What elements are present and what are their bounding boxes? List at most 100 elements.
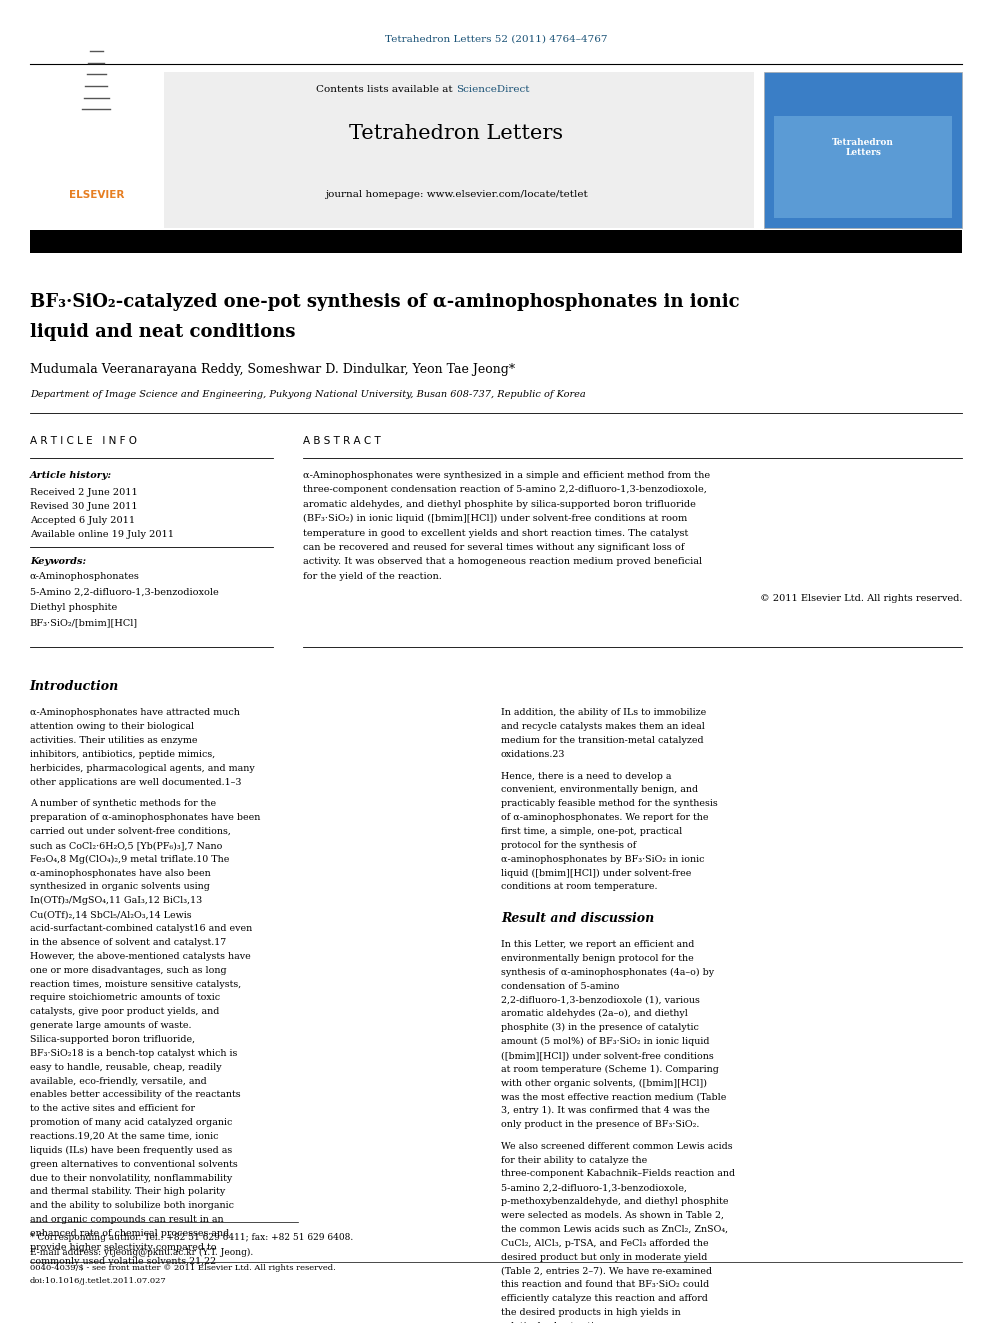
Text: Tetrahedron Letters 52 (2011) 4764–4767: Tetrahedron Letters 52 (2011) 4764–4767 — [385, 34, 607, 44]
Text: 5-Amino 2,2-difluoro-1,3-benzodioxole: 5-Amino 2,2-difluoro-1,3-benzodioxole — [30, 587, 218, 597]
Text: 5-amino 2,2-difluoro-1,3-benzodioxole,: 5-amino 2,2-difluoro-1,3-benzodioxole, — [501, 1183, 686, 1192]
Text: environmentally benign protocol for the: environmentally benign protocol for the — [501, 954, 693, 963]
Text: Department of Image Science and Engineering, Pukyong National University, Busan : Department of Image Science and Engineer… — [30, 390, 585, 400]
Text: (Table 2, entries 2–7). We have re-examined: (Table 2, entries 2–7). We have re-exami… — [501, 1266, 712, 1275]
Text: was the most effective reaction medium (Table: was the most effective reaction medium (… — [501, 1093, 726, 1102]
Text: three-component condensation reaction of 5-amino 2,2-difluoro-1,3-benzodioxole,: three-component condensation reaction of… — [303, 486, 706, 495]
Text: * Corresponding author. Tel.: +82 51 629 6411; fax: +82 51 629 6408.: * Corresponding author. Tel.: +82 51 629… — [30, 1233, 353, 1242]
Text: temperature in good to excellent yields and short reaction times. The catalyst: temperature in good to excellent yields … — [303, 528, 687, 537]
Text: Revised 30 June 2011: Revised 30 June 2011 — [30, 501, 137, 511]
Text: inhibitors, antibiotics, peptide mimics,: inhibitors, antibiotics, peptide mimics, — [30, 750, 215, 759]
Text: © 2011 Elsevier Ltd. All rights reserved.: © 2011 Elsevier Ltd. All rights reserved… — [760, 594, 962, 603]
Text: enables better accessibility of the reactants: enables better accessibility of the reac… — [30, 1090, 240, 1099]
Text: and recycle catalysts makes them an ideal: and recycle catalysts makes them an idea… — [501, 722, 705, 732]
Text: ([bmim][HCl]) under solvent-free conditions: ([bmim][HCl]) under solvent-free conditi… — [501, 1050, 713, 1060]
Text: journal homepage: www.elsevier.com/locate/tetlet: journal homepage: www.elsevier.com/locat… — [325, 191, 587, 198]
Text: 3, entry 1). It was confirmed that 4 was the: 3, entry 1). It was confirmed that 4 was… — [501, 1106, 709, 1115]
Text: synthesis of α-aminophosphonates (4a–o) by: synthesis of α-aminophosphonates (4a–o) … — [501, 967, 714, 976]
Text: and the ability to solubilize both inorganic: and the ability to solubilize both inorg… — [30, 1201, 234, 1211]
FancyBboxPatch shape — [774, 115, 952, 218]
Text: In(OTf)₃/MgSO₄,11 GaI₃,12 BiCl₃,13: In(OTf)₃/MgSO₄,11 GaI₃,12 BiCl₃,13 — [30, 897, 202, 905]
Text: α-Aminophosphonates: α-Aminophosphonates — [30, 573, 140, 581]
Text: of α-aminophosphonates. We report for the: of α-aminophosphonates. We report for th… — [501, 814, 708, 822]
Text: α-Aminophosphonates were synthesized in a simple and efficient method from the: α-Aminophosphonates were synthesized in … — [303, 471, 709, 480]
Text: liquid and neat conditions: liquid and neat conditions — [30, 323, 296, 341]
Text: liquid ([bmim][HCl]) under solvent-free: liquid ([bmim][HCl]) under solvent-free — [501, 869, 691, 877]
Text: preparation of α-aminophosphonates have been: preparation of α-aminophosphonates have … — [30, 814, 260, 822]
Text: A B S T R A C T: A B S T R A C T — [303, 437, 380, 446]
Text: synthesized in organic solvents using: synthesized in organic solvents using — [30, 882, 209, 892]
Text: catalysts, give poor product yields, and: catalysts, give poor product yields, and — [30, 1007, 219, 1016]
Text: the desired products in high yields in: the desired products in high yields in — [501, 1308, 681, 1318]
Text: three-component Kabachnik–Fields reaction and: three-component Kabachnik–Fields reactio… — [501, 1170, 735, 1179]
Text: conditions at room temperature.: conditions at room temperature. — [501, 882, 658, 892]
Text: Silica-supported boron trifluoride,: Silica-supported boron trifluoride, — [30, 1035, 194, 1044]
Text: were selected as models. As shown in Table 2,: were selected as models. As shown in Tab… — [501, 1211, 724, 1220]
Text: Cu(OTf)₂,14 SbCl₅/Al₂O₃,14 Lewis: Cu(OTf)₂,14 SbCl₅/Al₂O₃,14 Lewis — [30, 910, 191, 919]
Text: with other organic solvents, ([bmim][HCl]): with other organic solvents, ([bmim][HCl… — [501, 1078, 707, 1088]
Text: CuCl₂, AlCl₃, p-TSA, and FeCl₃ afforded the: CuCl₂, AlCl₃, p-TSA, and FeCl₃ afforded … — [501, 1238, 708, 1248]
Text: Tetrahedron
Letters: Tetrahedron Letters — [832, 138, 894, 157]
Text: α-aminophosphonates by BF₃·SiO₂ in ionic: α-aminophosphonates by BF₃·SiO₂ in ionic — [501, 855, 704, 864]
Text: provide higher selectivity compared to: provide higher selectivity compared to — [30, 1242, 216, 1252]
Text: activities. Their utilities as enzyme: activities. Their utilities as enzyme — [30, 736, 197, 745]
Text: carried out under solvent-free conditions,: carried out under solvent-free condition… — [30, 827, 230, 836]
Text: at room temperature (Scheme 1). Comparing: at room temperature (Scheme 1). Comparin… — [501, 1065, 719, 1074]
Text: A number of synthetic methods for the: A number of synthetic methods for the — [30, 799, 216, 808]
Text: attention owing to their biological: attention owing to their biological — [30, 722, 193, 732]
Text: p-methoxybenzaldehyde, and diethyl phosphite: p-methoxybenzaldehyde, and diethyl phosp… — [501, 1197, 728, 1207]
Text: liquids (ILs) have been frequently used as: liquids (ILs) have been frequently used … — [30, 1146, 232, 1155]
Text: such as CoCl₂·6H₂O,5 [Yb(PF₆)₃],7 Nano: such as CoCl₂·6H₂O,5 [Yb(PF₆)₃],7 Nano — [30, 841, 222, 849]
Text: α-Aminophosphonates have attracted much: α-Aminophosphonates have attracted much — [30, 708, 240, 717]
Text: We also screened different common Lewis acids: We also screened different common Lewis … — [501, 1142, 732, 1151]
Text: for their ability to catalyze the: for their ability to catalyze the — [501, 1155, 647, 1164]
Text: generate large amounts of waste.: generate large amounts of waste. — [30, 1021, 191, 1031]
Text: A R T I C L E   I N F O: A R T I C L E I N F O — [30, 437, 137, 446]
Text: convenient, environmentally benign, and: convenient, environmentally benign, and — [501, 786, 698, 795]
Text: ScienceDirect: ScienceDirect — [456, 85, 530, 94]
Text: Received 2 June 2011: Received 2 June 2011 — [30, 488, 138, 496]
Text: BF₃·SiO₂18 is a bench-top catalyst which is: BF₃·SiO₂18 is a bench-top catalyst which… — [30, 1049, 237, 1058]
Text: Keywords:: Keywords: — [30, 557, 86, 566]
Text: and organic compounds can result in an: and organic compounds can result in an — [30, 1215, 223, 1224]
Text: (BF₃·SiO₂) in ionic liquid ([bmim][HCl]) under solvent-free conditions at room: (BF₃·SiO₂) in ionic liquid ([bmim][HCl])… — [303, 515, 686, 524]
Text: available, eco-friendly, versatile, and: available, eco-friendly, versatile, and — [30, 1077, 206, 1086]
Text: practicably feasible method for the synthesis: practicably feasible method for the synt… — [501, 799, 717, 808]
Text: for the yield of the reaction.: for the yield of the reaction. — [303, 572, 441, 581]
Text: 2,2-difluoro-1,3-benzodioxole (1), various: 2,2-difluoro-1,3-benzodioxole (1), vario… — [501, 995, 699, 1004]
Text: aromatic aldehydes, and diethyl phosphite by silica-supported boron trifluoride: aromatic aldehydes, and diethyl phosphit… — [303, 500, 695, 509]
Text: desired product but only in moderate yield: desired product but only in moderate yie… — [501, 1253, 707, 1262]
Text: Contents lists available at: Contents lists available at — [316, 85, 456, 94]
Text: phosphite (3) in the presence of catalytic: phosphite (3) in the presence of catalyt… — [501, 1023, 698, 1032]
Text: activity. It was observed that a homogeneous reaction medium proved beneficial: activity. It was observed that a homogen… — [303, 557, 701, 566]
Text: In this Letter, we report an efficient and: In this Letter, we report an efficient a… — [501, 939, 694, 949]
Text: only product in the presence of BF₃·SiO₂.: only product in the presence of BF₃·SiO₂… — [501, 1121, 699, 1130]
Text: amount (5 mol%) of BF₃·SiO₂ in ionic liquid: amount (5 mol%) of BF₃·SiO₂ in ionic liq… — [501, 1037, 709, 1046]
Text: the common Lewis acids such as ZnCl₂, ZnSO₄,: the common Lewis acids such as ZnCl₂, Zn… — [501, 1225, 728, 1234]
Text: doi:10.1016/j.tetlet.2011.07.027: doi:10.1016/j.tetlet.2011.07.027 — [30, 1277, 167, 1285]
Text: acid-surfactant-combined catalyst16 and even: acid-surfactant-combined catalyst16 and … — [30, 923, 252, 933]
Text: 0040-4039/$ - see front matter © 2011 Elsevier Ltd. All rights reserved.: 0040-4039/$ - see front matter © 2011 El… — [30, 1265, 335, 1273]
Text: in the absence of solvent and catalyst.17: in the absence of solvent and catalyst.1… — [30, 938, 226, 947]
Text: require stoichiometric amounts of toxic: require stoichiometric amounts of toxic — [30, 994, 220, 1003]
Text: BF₃·SiO₂-catalyzed one-pot synthesis of α-aminophosphonates in ionic: BF₃·SiO₂-catalyzed one-pot synthesis of … — [30, 292, 739, 311]
Text: enhanced rate of chemical processes and: enhanced rate of chemical processes and — [30, 1229, 229, 1238]
Text: other applications are well documented.1–3: other applications are well documented.1… — [30, 778, 241, 787]
Text: Hence, there is a need to develop a: Hence, there is a need to develop a — [501, 771, 672, 781]
Text: this reaction and found that BF₃·SiO₂ could: this reaction and found that BF₃·SiO₂ co… — [501, 1281, 709, 1290]
Text: In addition, the ability of ILs to immobilize: In addition, the ability of ILs to immob… — [501, 708, 706, 717]
Text: Fe₃O₄,8 Mg(ClO₄)₂,9 metal triflate.10 The: Fe₃O₄,8 Mg(ClO₄)₂,9 metal triflate.10 Th… — [30, 855, 229, 864]
Text: to the active sites and efficient for: to the active sites and efficient for — [30, 1105, 194, 1113]
Text: BF₃·SiO₂/[bmim][HCl]: BF₃·SiO₂/[bmim][HCl] — [30, 619, 138, 627]
Text: E-mail address: ytjeong@pknu.ac.kr (Y.T. Jeong).: E-mail address: ytjeong@pknu.ac.kr (Y.T.… — [30, 1248, 253, 1257]
Text: Article history:: Article history: — [30, 471, 112, 480]
Text: Introduction: Introduction — [30, 680, 119, 693]
Text: Diethyl phosphite: Diethyl phosphite — [30, 603, 117, 613]
Text: herbicides, pharmacological agents, and many: herbicides, pharmacological agents, and … — [30, 763, 255, 773]
Text: Accepted 6 July 2011: Accepted 6 July 2011 — [30, 516, 135, 525]
Text: ELSEVIER: ELSEVIER — [68, 191, 124, 200]
Text: commonly used volatile solvents.21,22: commonly used volatile solvents.21,22 — [30, 1257, 216, 1266]
Text: reaction times, moisture sensitive catalysts,: reaction times, moisture sensitive catal… — [30, 979, 241, 988]
Text: and thermal stability. Their high polarity: and thermal stability. Their high polari… — [30, 1188, 225, 1196]
Text: one or more disadvantages, such as long: one or more disadvantages, such as long — [30, 966, 226, 975]
